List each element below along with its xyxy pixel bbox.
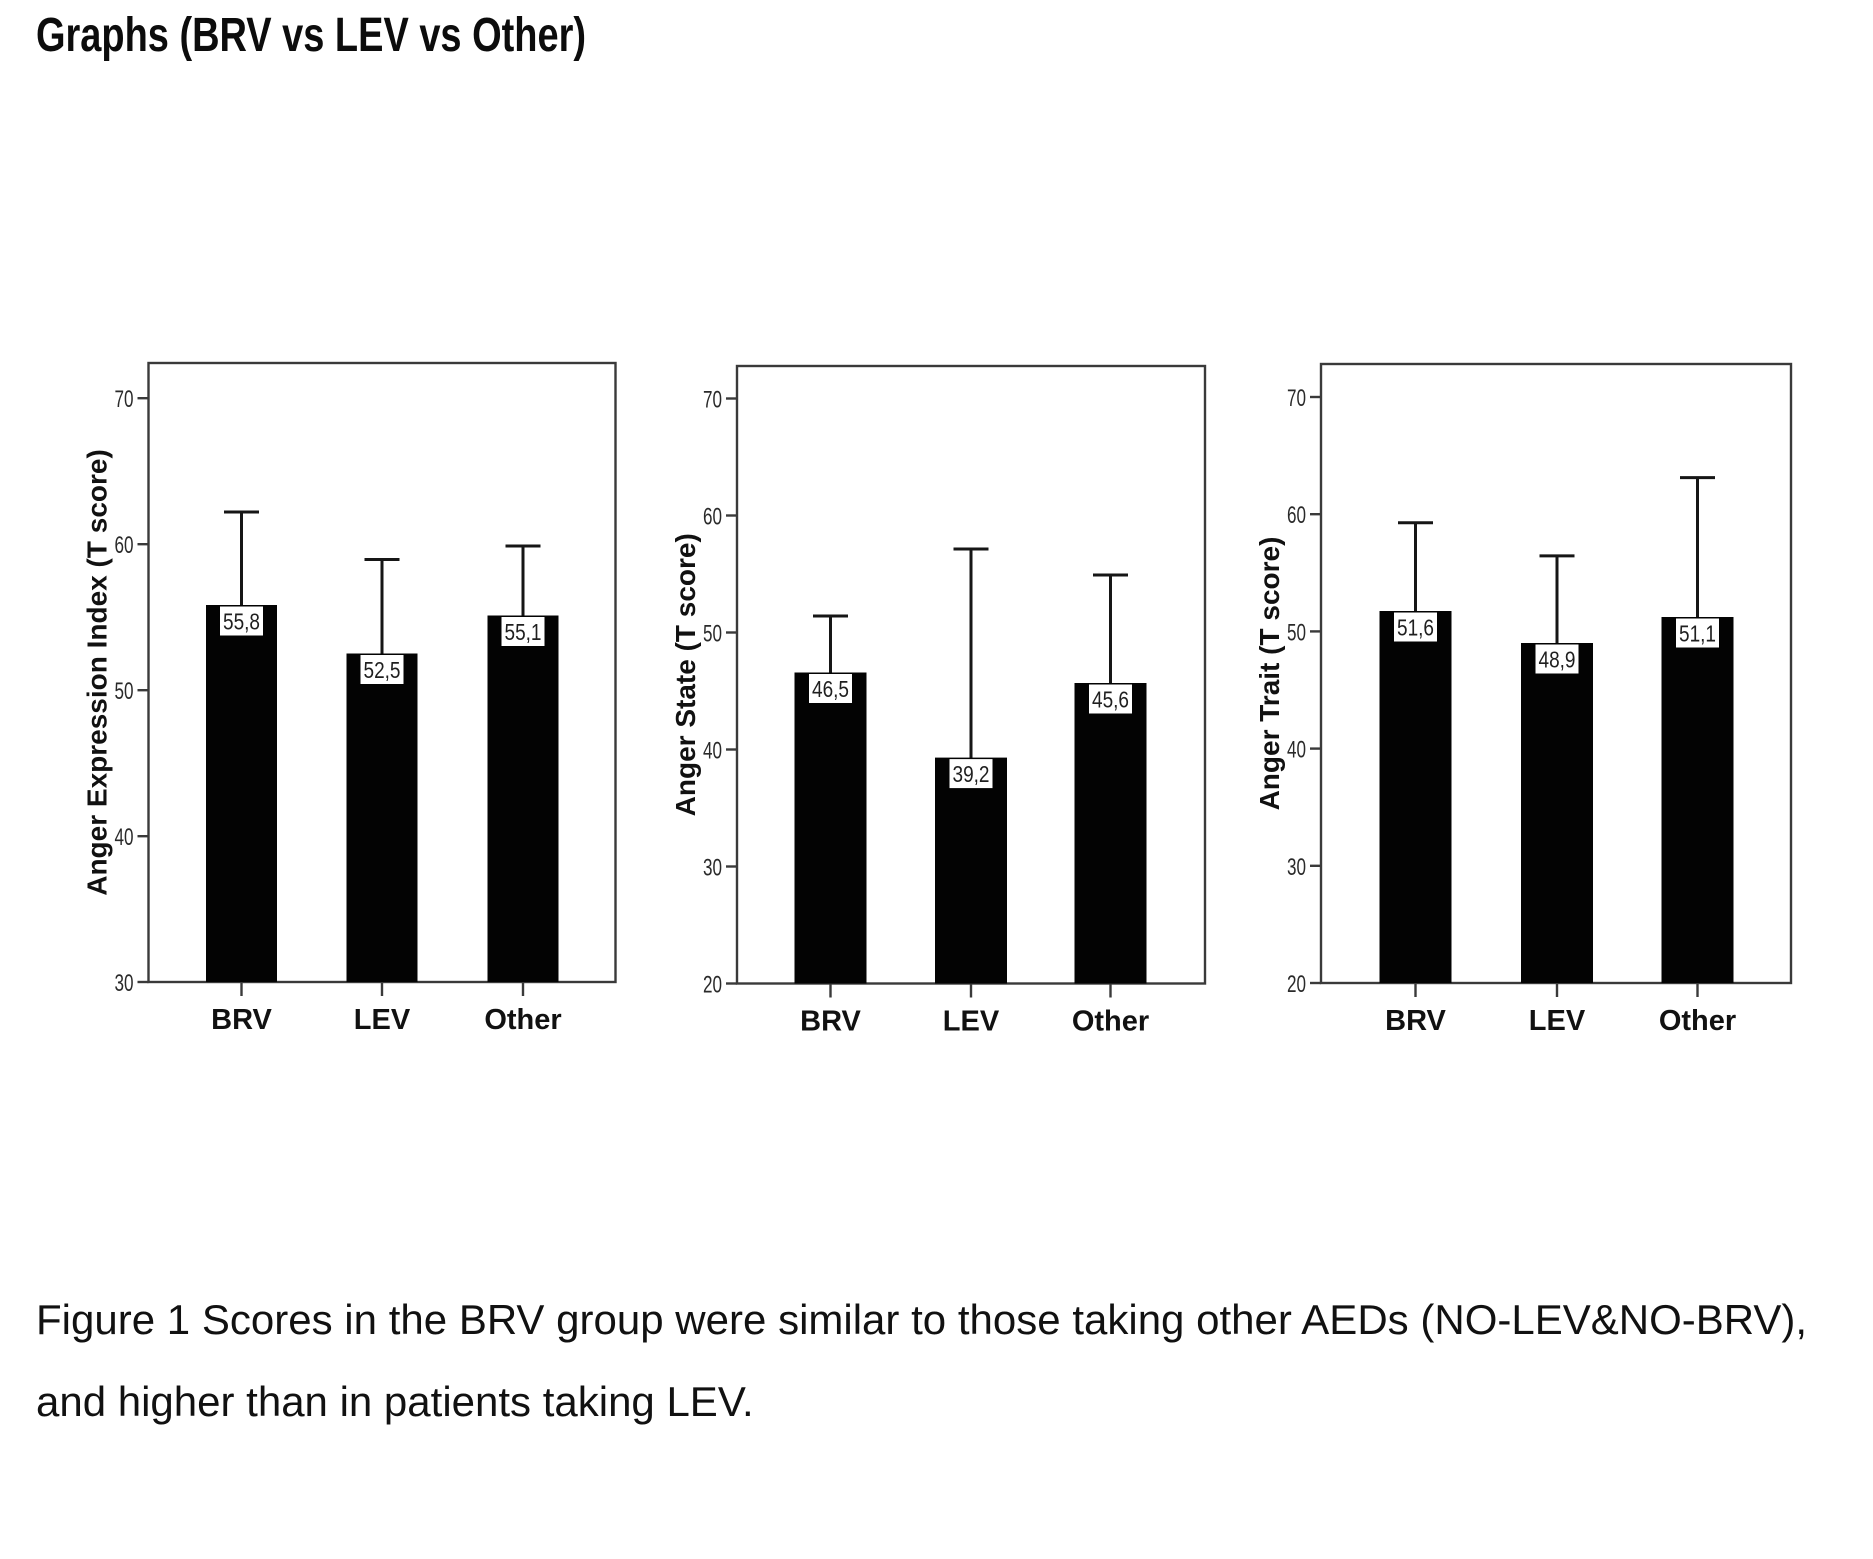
svg-text:BRV: BRV (1385, 1005, 1446, 1037)
svg-text:BRV: BRV (800, 1006, 861, 1038)
svg-text:50: 50 (115, 678, 134, 705)
svg-text:Anger Expression Index (T scor: Anger Expression Index (T score) (82, 449, 113, 896)
svg-text:70: 70 (1287, 385, 1306, 412)
svg-text:50: 50 (703, 621, 722, 648)
svg-text:60: 60 (703, 504, 722, 531)
svg-text:30: 30 (1287, 854, 1306, 881)
svg-text:48,9: 48,9 (1539, 647, 1576, 673)
svg-text:70: 70 (703, 387, 722, 414)
svg-text:20: 20 (1287, 971, 1306, 998)
svg-text:39,2: 39,2 (953, 761, 990, 787)
svg-text:Other: Other (1072, 1006, 1149, 1038)
svg-text:51,1: 51,1 (1679, 621, 1716, 647)
svg-text:30: 30 (703, 855, 722, 882)
svg-text:Anger Trait (T score): Anger Trait (T score) (1254, 537, 1285, 811)
svg-text:30: 30 (115, 970, 134, 997)
svg-text:51,6: 51,6 (1397, 615, 1434, 641)
svg-text:52,5: 52,5 (364, 657, 401, 683)
svg-text:50: 50 (1287, 619, 1306, 646)
svg-text:55,1: 55,1 (505, 619, 542, 645)
svg-text:45,6: 45,6 (1092, 687, 1129, 713)
svg-text:40: 40 (1287, 737, 1306, 764)
svg-text:70: 70 (115, 386, 134, 413)
svg-text:55,8: 55,8 (223, 609, 260, 635)
svg-text:40: 40 (703, 738, 722, 765)
svg-text:40: 40 (115, 824, 134, 851)
svg-text:Other: Other (1659, 1005, 1736, 1037)
svg-text:LEV: LEV (354, 1004, 411, 1036)
svg-text:20: 20 (703, 972, 722, 999)
svg-text:60: 60 (115, 532, 134, 559)
svg-text:46,5: 46,5 (812, 676, 849, 702)
svg-text:LEV: LEV (943, 1006, 1000, 1038)
svg-text:BRV: BRV (211, 1004, 272, 1036)
svg-text:Anger State (T score): Anger State (T score) (670, 533, 701, 816)
svg-text:LEV: LEV (1529, 1005, 1586, 1037)
svg-text:Other: Other (484, 1004, 561, 1036)
svg-text:60: 60 (1287, 502, 1306, 529)
